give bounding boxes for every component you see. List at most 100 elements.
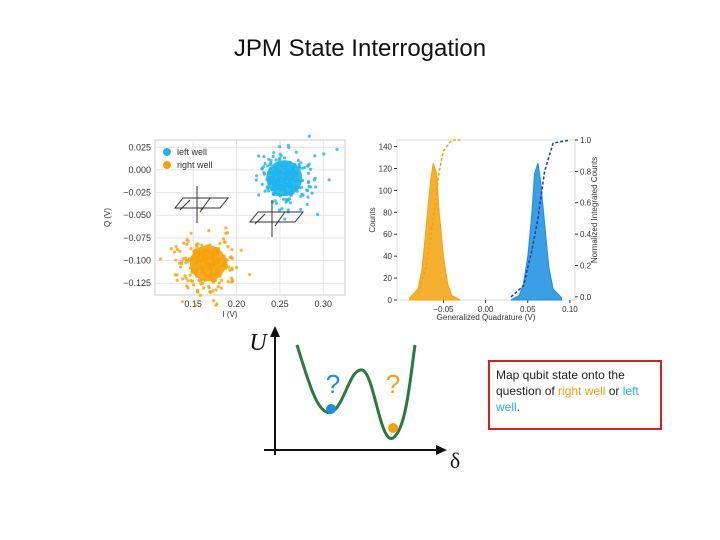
cloud-dot	[224, 231, 228, 235]
y-tick-label: −0.075	[123, 233, 151, 243]
cloud-dot	[299, 161, 303, 165]
cloud-dot	[299, 207, 303, 212]
x-tick-label: 0.05	[520, 305, 536, 314]
cloud-dot	[263, 189, 267, 193]
cluster-center	[189, 245, 226, 282]
cloud-dot	[257, 154, 261, 158]
cloud-dot	[248, 272, 252, 277]
cloud-dot	[182, 241, 186, 245]
cloud-dot	[229, 255, 233, 259]
axis-label: δ	[450, 448, 460, 473]
y-tick-label: 20	[383, 274, 392, 283]
y-tick-label: 100	[379, 186, 393, 195]
y-tick-label: 140	[379, 143, 393, 152]
y-tick-label: 0.000	[128, 165, 151, 175]
cloud-dot	[262, 171, 266, 175]
plot-area	[154, 139, 346, 296]
y2-tick-label: 0.6	[580, 199, 592, 208]
axis-label: U	[249, 330, 268, 356]
cloud-dot	[207, 229, 211, 233]
cloud-dot	[219, 286, 223, 290]
cluster-center	[266, 160, 303, 197]
y-tick-label: −0.100	[123, 256, 151, 266]
cloud-dot	[186, 286, 190, 290]
cloud-dot	[266, 164, 270, 168]
y2-tick-label: 0.0	[580, 293, 592, 302]
cloud-dot	[220, 278, 224, 282]
cloud-dot	[186, 279, 190, 283]
cloud-dot	[175, 247, 179, 252]
x-tick-label: 0.30	[315, 299, 333, 309]
cloud-dot	[217, 281, 222, 285]
note-text: Map qubit state onto the question of	[496, 368, 625, 398]
cloud-dot	[174, 258, 178, 262]
arrow	[270, 326, 280, 337]
sketch	[173, 197, 230, 213]
cloud-dot	[216, 285, 220, 289]
cloud-dot	[282, 197, 286, 201]
cloud-dot	[215, 302, 219, 306]
cloud-dot	[174, 244, 178, 249]
cloud-dot	[257, 193, 261, 197]
cloud-dot	[212, 299, 216, 303]
cloud-dot	[197, 278, 201, 282]
x-tick-label: 0.15	[184, 299, 202, 309]
well-diagram: U δ ? ?	[249, 326, 460, 473]
question-mark: ?	[326, 369, 340, 399]
y-tick-label: −0.025	[123, 188, 151, 198]
y2-tick-label: 1.0	[580, 136, 592, 145]
cloud-dot	[306, 180, 311, 184]
cloud-dot	[288, 201, 292, 205]
cloud-dot	[177, 261, 182, 265]
y-tick-label: −0.125	[123, 278, 151, 288]
cloud-dot	[211, 280, 215, 285]
cloud-dot	[269, 161, 273, 165]
cloud-dot	[226, 279, 230, 284]
cloud-dot	[322, 152, 326, 156]
x-tick-label: 0.20	[228, 299, 246, 309]
cloud-dot	[181, 257, 186, 261]
cloud-dot	[231, 278, 235, 283]
cloud-dot	[184, 276, 188, 280]
cloud-dot	[296, 158, 301, 163]
cloud-dot	[286, 198, 290, 202]
cloud-dot	[230, 266, 234, 270]
y-tick-label: 80	[383, 208, 392, 217]
cloud-dot	[196, 290, 200, 294]
cloud-dot	[272, 151, 276, 155]
sketch	[248, 211, 305, 227]
cloud-dot	[306, 164, 310, 168]
cumulative-line	[510, 139, 571, 298]
y2-tick-label: 0.2	[580, 261, 592, 270]
arrow	[436, 445, 447, 455]
cloud-dot	[225, 265, 229, 269]
cloud-dot	[189, 231, 193, 235]
cloud-dot	[198, 293, 203, 297]
y-tick-label: 40	[383, 252, 392, 261]
cloud-dot	[188, 273, 192, 277]
cloud-dot	[180, 300, 184, 304]
cloud-dot	[173, 273, 177, 277]
cloud-dot	[158, 257, 163, 261]
cloud-dot	[278, 145, 282, 149]
x-tick-label: 0.25	[271, 299, 289, 309]
y2-axis-label: Normalized Integrated Counts	[590, 157, 599, 263]
question-mark: ?	[386, 369, 400, 399]
x-tick-label: 0.10	[562, 305, 578, 314]
cloud-dot	[283, 217, 287, 221]
cloud-dot	[314, 185, 318, 189]
cloud-dot	[195, 243, 199, 247]
y-tick-label: −0.050	[123, 210, 151, 220]
cloud-dot	[235, 265, 239, 270]
legend-label: left well	[177, 147, 207, 157]
potential-curve	[295, 344, 417, 440]
cloud-dot	[300, 192, 304, 196]
cloud-dot	[229, 276, 234, 280]
cloud-dot	[224, 226, 228, 230]
cloud-dot	[282, 156, 287, 160]
cloud-dot	[193, 303, 197, 307]
cloud-dot	[206, 284, 211, 288]
cloud-dot	[260, 167, 264, 171]
legend-label: right well	[177, 160, 213, 170]
